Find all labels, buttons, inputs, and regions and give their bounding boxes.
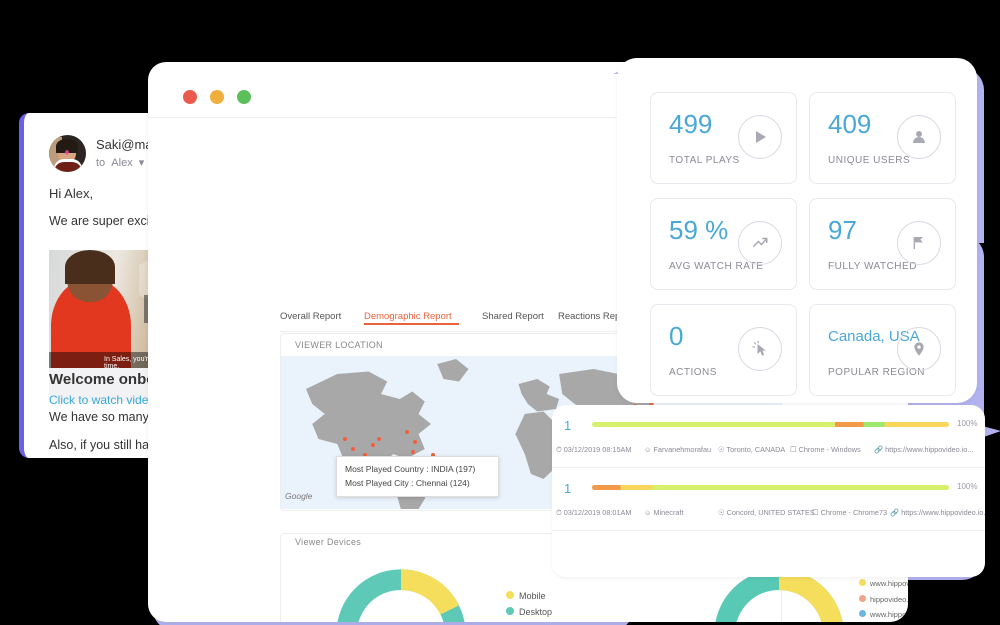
- svg-text:532: 532: [385, 619, 416, 622]
- svg-text:22: 22: [769, 619, 790, 622]
